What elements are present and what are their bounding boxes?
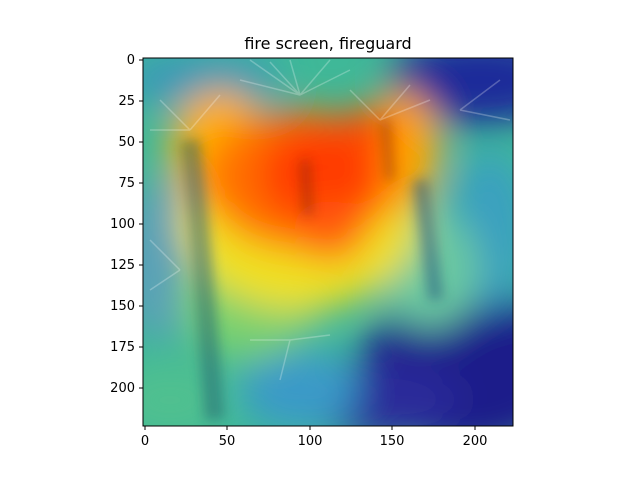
y-tick-label: 175	[110, 340, 135, 355]
y-tick-label: 25	[118, 94, 135, 109]
figure-title: fire screen, fireguard	[244, 34, 411, 53]
y-tick-label: 150	[110, 299, 135, 314]
heatmap-image	[143, 58, 513, 426]
y-tick-label: 100	[110, 217, 135, 232]
plot-frame	[142, 57, 514, 427]
y-tick-label: 0	[127, 53, 135, 68]
y-tick-label: 75	[118, 176, 135, 191]
x-tick-label: 50	[219, 434, 236, 449]
x-tick-label: 200	[463, 434, 488, 449]
x-axis: 0 50 100 150 200	[141, 426, 488, 449]
x-tick-label: 100	[298, 434, 323, 449]
x-tick-label: 0	[141, 434, 149, 449]
y-tick-label: 50	[118, 135, 135, 150]
y-axis: 0 25 50 75 100 125 150 175 200	[110, 53, 143, 396]
x-tick-label: 150	[380, 434, 405, 449]
y-tick-label: 125	[110, 258, 135, 273]
y-tick-label: 200	[110, 381, 135, 396]
